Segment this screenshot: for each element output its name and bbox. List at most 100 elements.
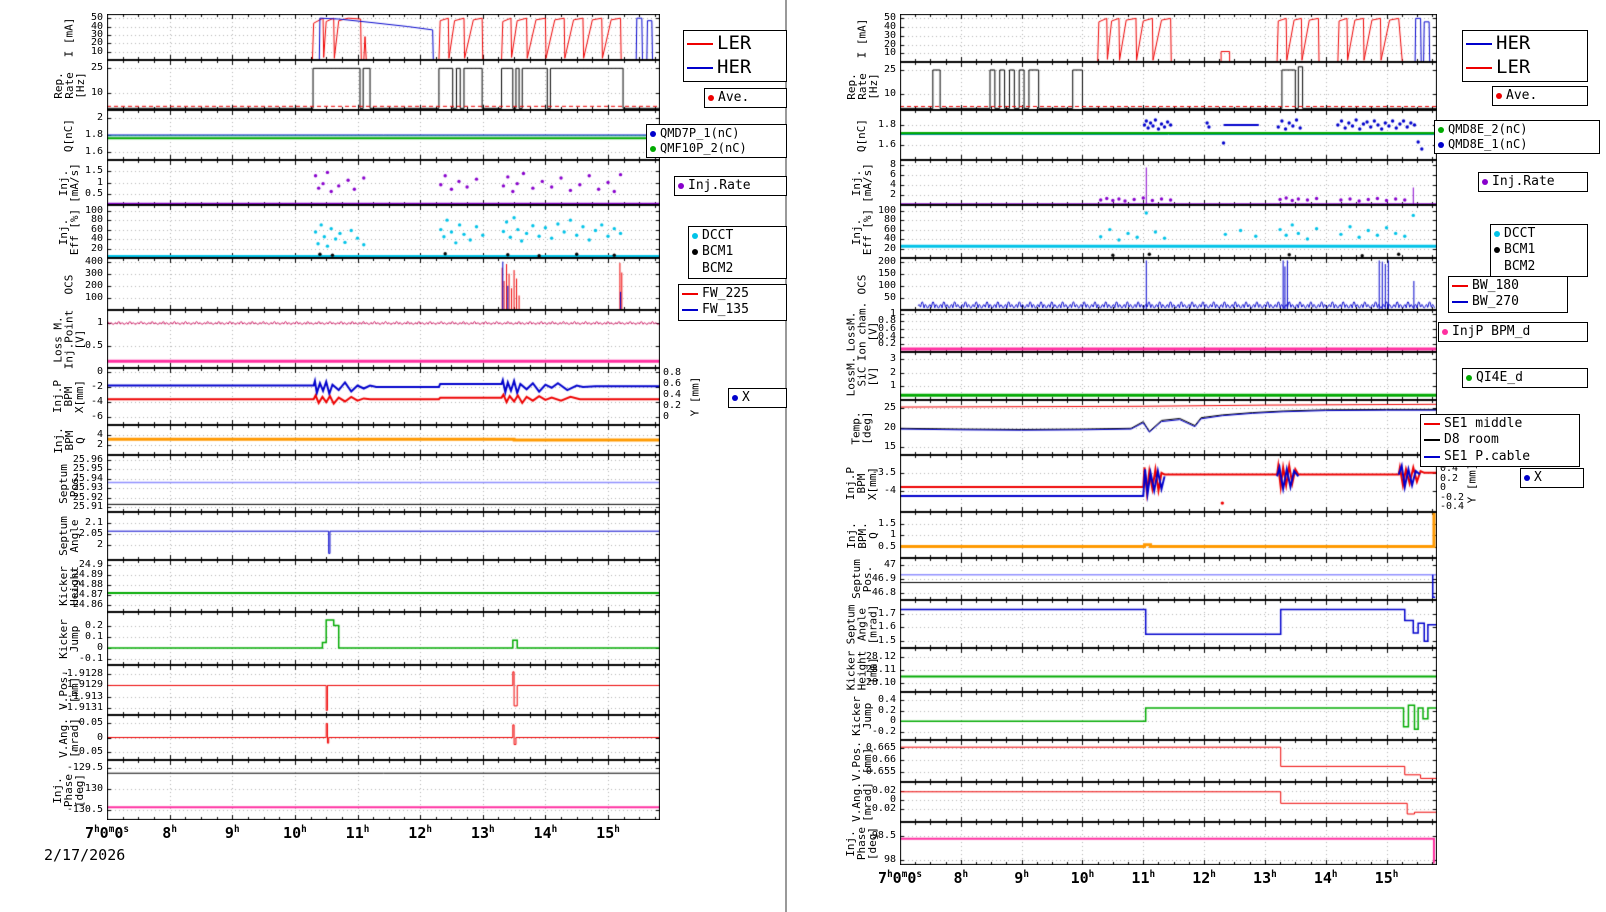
y-tick-label: 24.89 bbox=[72, 569, 103, 580]
y-tick-label: 10 bbox=[883, 88, 896, 99]
legend-item: D8 room bbox=[1424, 432, 1576, 448]
y-tick-label: 0.2 bbox=[877, 338, 896, 350]
legend-item: BCM2 bbox=[692, 261, 783, 277]
y-tick-label: 3 bbox=[889, 352, 896, 364]
legend-item: LER bbox=[687, 32, 783, 56]
blue-dot-icon bbox=[650, 130, 656, 137]
y-tick-label: 0.2 bbox=[877, 704, 896, 716]
legend-item: QMD7P_1(nC) bbox=[650, 126, 783, 141]
chart-canvas-left-loss-monitor bbox=[107, 258, 660, 310]
chart-canvas-right-lossm-ion bbox=[900, 310, 1437, 352]
chart-canvas-left-v-pos bbox=[107, 665, 660, 715]
x-tick-label: 12h bbox=[408, 824, 432, 842]
legend-item: Ave. bbox=[708, 90, 783, 106]
right-y-axis-label: Y [mm] bbox=[688, 376, 702, 417]
right-y-tick-label: 0.8 bbox=[663, 367, 682, 379]
y-tick-label: 1 bbox=[889, 380, 896, 392]
chart-canvas-left-kicker-jump bbox=[107, 612, 660, 665]
right-y-tick-label: 0.4 bbox=[1440, 463, 1459, 475]
legend-item: SE1 middle bbox=[1424, 416, 1576, 432]
y-tick-label: -1.9129 bbox=[60, 679, 103, 691]
chart-canvas-right-injp-bpm-x bbox=[900, 455, 1437, 512]
legend-item: QMD8E_2(nC) bbox=[1438, 122, 1596, 137]
blue-line-icon bbox=[682, 309, 698, 312]
legend-right-7: QI4E_d bbox=[1462, 368, 1588, 389]
y-tick-label: 25.96 bbox=[72, 453, 103, 465]
y-tick-label: 1.5 bbox=[84, 165, 103, 177]
legend-item: FW_135 bbox=[682, 302, 783, 318]
y-tick-label: 1.5 bbox=[877, 517, 896, 529]
y-tick-label: 0.66 bbox=[871, 754, 896, 766]
y-tick-label: 50 bbox=[883, 12, 896, 24]
plot-row-right-current: I [mA] 50 40 30 20 10 bbox=[790, 12, 1606, 62]
x-tick-label: 15h bbox=[1374, 869, 1399, 887]
y-tick-label: -0.05 bbox=[72, 745, 103, 757]
y-tick-label: 150 bbox=[877, 267, 896, 279]
y-tick-label: 25.94 bbox=[72, 472, 103, 484]
legend-label: BCM2 bbox=[702, 260, 734, 276]
chart-canvas-right-loss-monitor bbox=[900, 258, 1437, 310]
legend-left-3: Inj.Rate bbox=[674, 176, 787, 197]
y-tick-label: 60 bbox=[883, 223, 896, 235]
y-tick-label: 28.10 bbox=[865, 676, 896, 688]
legend-label: FW_225 bbox=[702, 286, 749, 301]
legend-label: FW_135 bbox=[702, 302, 749, 318]
y-tick-label: 10 bbox=[90, 87, 103, 99]
legend-label: SE1 middle bbox=[1444, 416, 1523, 431]
blue-dot-icon bbox=[1438, 141, 1444, 148]
y-tick-label: 40 bbox=[90, 20, 103, 32]
y-tick-label: 98.5 bbox=[871, 830, 896, 842]
legend-label: BW_180 bbox=[1472, 278, 1519, 293]
y-tick-label: 25 bbox=[90, 62, 103, 74]
y-tick-label: 2 bbox=[889, 189, 896, 200]
legend-label: BCM1 bbox=[1504, 242, 1536, 258]
y-tick-label: 28.11 bbox=[865, 664, 896, 675]
red-line-icon bbox=[682, 293, 698, 296]
legend-item: DCCT bbox=[1494, 226, 1584, 242]
legend-label: SE1 P.cable bbox=[1444, 448, 1531, 464]
legend-right-0: HER LER bbox=[1462, 30, 1588, 82]
y-tick-label: 25.91 bbox=[72, 501, 103, 513]
y-tick-label: 1.6 bbox=[877, 621, 896, 633]
legend-left-5: FW_225 FW_135 bbox=[678, 284, 787, 321]
y-tick-label: 50 bbox=[90, 12, 103, 24]
chart-canvas-left-inj-phase bbox=[107, 760, 660, 820]
chart-canvas-left-v-ang bbox=[107, 715, 660, 760]
chart-canvas-left-inj-eff bbox=[107, 205, 660, 258]
right-y-tick-label: 0.4 bbox=[663, 389, 682, 401]
y-tick-label: 0.5 bbox=[84, 187, 103, 199]
chart-canvas-left-septum-angle bbox=[107, 512, 660, 560]
legend-right-2: QMD8E_2(nC) QMD8E_1(nC) bbox=[1434, 120, 1600, 154]
y-tick-label: 20 bbox=[883, 38, 896, 50]
y-tick-label: 100 bbox=[84, 204, 103, 216]
plot-row-left-charge: Q[nC] 2 1.8 1.6 bbox=[0, 110, 784, 160]
legend-label: QMF10P_2(nC) bbox=[660, 141, 747, 155]
plot-row-left-current: I [mA] 50 40 30 20 10 bbox=[0, 12, 784, 60]
legend-item: BW_270 bbox=[1452, 294, 1564, 310]
y-tick-label: 20 bbox=[883, 242, 896, 254]
blue-dot-icon bbox=[732, 395, 738, 402]
y-tick-label: 25.93 bbox=[72, 482, 103, 494]
plot-row-left-inj-rate: Inj. [mA/s] 1.5 1 0.5 bbox=[0, 160, 784, 205]
chart-canvas-right-charge bbox=[900, 110, 1437, 160]
plot-row-left-septum-pos: Septum Pos. 25.96 25.95 25.94 25.93 25.92 25.9… bbox=[0, 453, 784, 513]
cyan-dot-icon bbox=[1494, 231, 1500, 238]
legend-label: Inj.Rate bbox=[1492, 174, 1555, 189]
plot-row-right-rep-rate: Rep. Rate [Hz] 25 10 bbox=[790, 62, 1606, 110]
y-tick-label: 20 bbox=[90, 242, 103, 254]
y-tick-label: 0.4 bbox=[877, 330, 896, 342]
x-tick-label: 8h bbox=[953, 869, 969, 887]
legend-label: QMD8E_1(nC) bbox=[1448, 137, 1528, 151]
green-dot-icon bbox=[1438, 126, 1444, 133]
plot-row-right-kicker-height: Kicker Height [mm] 28.12 28.11 28.10 bbox=[790, 648, 1606, 692]
chart-canvas-right-lossm-sic bbox=[900, 352, 1437, 400]
chart-canvas-left-injp-bpm-x bbox=[107, 368, 660, 425]
plot-row-right-lossm-ion: LossM. Ion cham. [V] 1 0.8 0.6 0.4 0.2 bbox=[790, 301, 1606, 361]
legend-label: DCCT bbox=[1504, 226, 1536, 241]
y-tick-label: 1 bbox=[889, 529, 896, 540]
red-line-icon bbox=[1466, 66, 1492, 69]
plot-row-left-rep-rate: Rep. Rate [Hz] 25 10 bbox=[0, 60, 784, 110]
no-marker-icon bbox=[692, 266, 698, 272]
y-tick-label: 2.1 bbox=[84, 516, 103, 528]
